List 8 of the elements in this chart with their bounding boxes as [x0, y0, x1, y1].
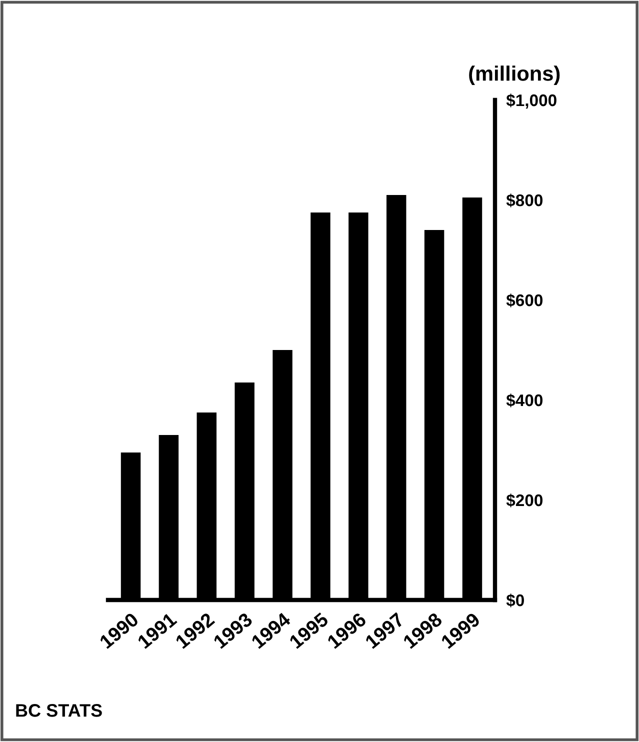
- y-axis-title: (millions): [469, 66, 560, 85]
- y-tick-label: $400: [506, 394, 543, 408]
- text: BC STATS: [16, 704, 102, 717]
- y-tick-label: $1,000: [506, 94, 556, 109]
- y-tick-label: $200: [506, 494, 543, 508]
- y-tick-label: $600: [506, 294, 543, 308]
- y-tick-label: $0: [506, 594, 524, 608]
- y-tick-label: $800: [506, 194, 543, 208]
